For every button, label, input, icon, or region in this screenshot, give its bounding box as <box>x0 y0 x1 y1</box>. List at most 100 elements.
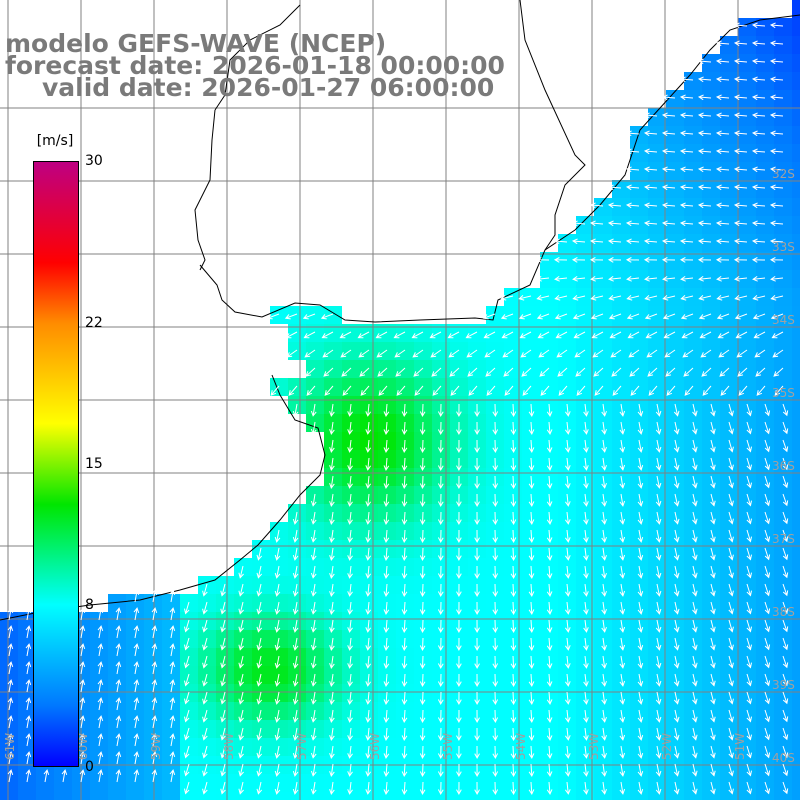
wind-arrow <box>202 691 208 705</box>
wind-arrow <box>310 709 317 723</box>
wind-arrow <box>679 238 694 245</box>
wind-arrow <box>528 709 535 724</box>
wind-speed-cell <box>90 702 108 720</box>
wind-arrow <box>456 763 462 778</box>
wind-arrow <box>643 257 658 263</box>
wind-arrow <box>528 493 535 508</box>
wind-arrow <box>746 421 752 435</box>
wind-speed-cell <box>108 774 126 792</box>
wind-arrow <box>611 367 622 377</box>
wind-arrow <box>746 457 752 471</box>
wind-arrow <box>79 715 86 729</box>
wind-arrow <box>401 403 408 418</box>
wind-arrow <box>710 583 716 597</box>
wind-speed-cell <box>0 666 18 684</box>
wind-speed-cell <box>594 306 612 324</box>
wind-arrow <box>720 385 730 396</box>
wind-arrow <box>220 709 226 723</box>
wind-arrow <box>365 547 372 561</box>
wind-arrow <box>97 607 104 621</box>
wind-arrow <box>310 547 317 561</box>
wind-arrow <box>746 403 752 417</box>
wind-speed-cell <box>774 90 792 108</box>
wind-arrow <box>474 655 480 670</box>
wind-arrow <box>535 257 550 263</box>
wind-speed-cell <box>792 468 800 486</box>
wind-arrow <box>304 349 316 358</box>
wind-speed-cell <box>108 702 126 720</box>
wind-arrow <box>710 763 716 777</box>
wind-arrow <box>151 733 158 747</box>
wind-arrow <box>661 166 676 173</box>
wind-arrow <box>644 295 658 301</box>
wind-arrow <box>510 763 517 778</box>
wind-arrow <box>329 565 335 579</box>
wind-arrow <box>474 511 480 526</box>
wind-arrow <box>692 403 698 417</box>
wind-arrow <box>769 22 784 29</box>
wind-arrow <box>728 691 734 705</box>
wind-arrow <box>528 403 535 418</box>
wind-speed-cell <box>90 612 108 630</box>
wind-arrow <box>679 220 694 227</box>
wind-arrow <box>133 769 140 783</box>
wind-speed-cell <box>720 108 738 126</box>
wind-arrow <box>115 751 122 765</box>
wind-arrow <box>536 275 550 282</box>
wind-arrow <box>133 661 140 675</box>
wind-arrow <box>365 457 372 471</box>
wind-arrow <box>664 349 676 358</box>
wind-arrow <box>728 619 734 633</box>
wind-speed-cell <box>792 396 800 414</box>
wind-arrow <box>347 457 353 471</box>
wind-arrow <box>692 529 698 543</box>
wind-speed-cell <box>684 198 702 216</box>
wind-arrow <box>643 166 658 173</box>
wind-arrow <box>746 727 752 741</box>
wind-arrow <box>715 76 730 83</box>
wind-arrow <box>661 94 676 101</box>
wind-arrow <box>202 601 208 615</box>
wind-arrow <box>97 715 104 729</box>
wind-arrow <box>456 493 462 508</box>
wind-arrow <box>518 295 532 301</box>
wind-arrow <box>680 295 694 301</box>
coastline-segment <box>0 374 326 621</box>
wind-arrow <box>305 367 316 377</box>
wind-arrow <box>673 475 680 489</box>
wind-arrow <box>456 403 462 418</box>
wind-arrow <box>202 655 208 669</box>
wind-arrow <box>365 763 372 777</box>
wind-arrow <box>238 655 244 669</box>
wind-speed-cell <box>720 252 738 270</box>
wind-arrow <box>782 439 789 453</box>
wind-arrow <box>510 529 517 544</box>
wind-arrow <box>365 565 372 579</box>
wind-arrow <box>692 745 698 759</box>
wind-speed-cell <box>792 198 800 216</box>
wind-arrow <box>202 727 208 741</box>
wind-arrow <box>734 313 748 320</box>
wind-arrow <box>583 763 589 777</box>
wind-arrow <box>365 727 372 741</box>
wind-arrow <box>673 547 680 561</box>
wind-arrow <box>365 673 372 687</box>
wind-arrow <box>474 475 480 490</box>
wind-speed-cell <box>648 342 666 360</box>
wind-arrow <box>431 367 442 377</box>
wind-arrow <box>601 745 607 759</box>
wind-arrow <box>701 367 712 377</box>
wind-arrow <box>572 275 586 282</box>
wind-speed-cell <box>576 360 594 378</box>
wind-arrow <box>619 709 626 723</box>
wind-speed-cell <box>126 684 144 702</box>
wind-arrow <box>764 439 771 453</box>
wind-speed-cell <box>396 360 414 378</box>
wind-arrow <box>383 619 390 634</box>
wind-speed-cell <box>774 126 792 144</box>
wind-arrow <box>698 313 712 320</box>
wind-speed-cell <box>378 792 396 800</box>
wind-speed-cell <box>666 324 684 342</box>
wind-speed-cell <box>792 666 800 684</box>
